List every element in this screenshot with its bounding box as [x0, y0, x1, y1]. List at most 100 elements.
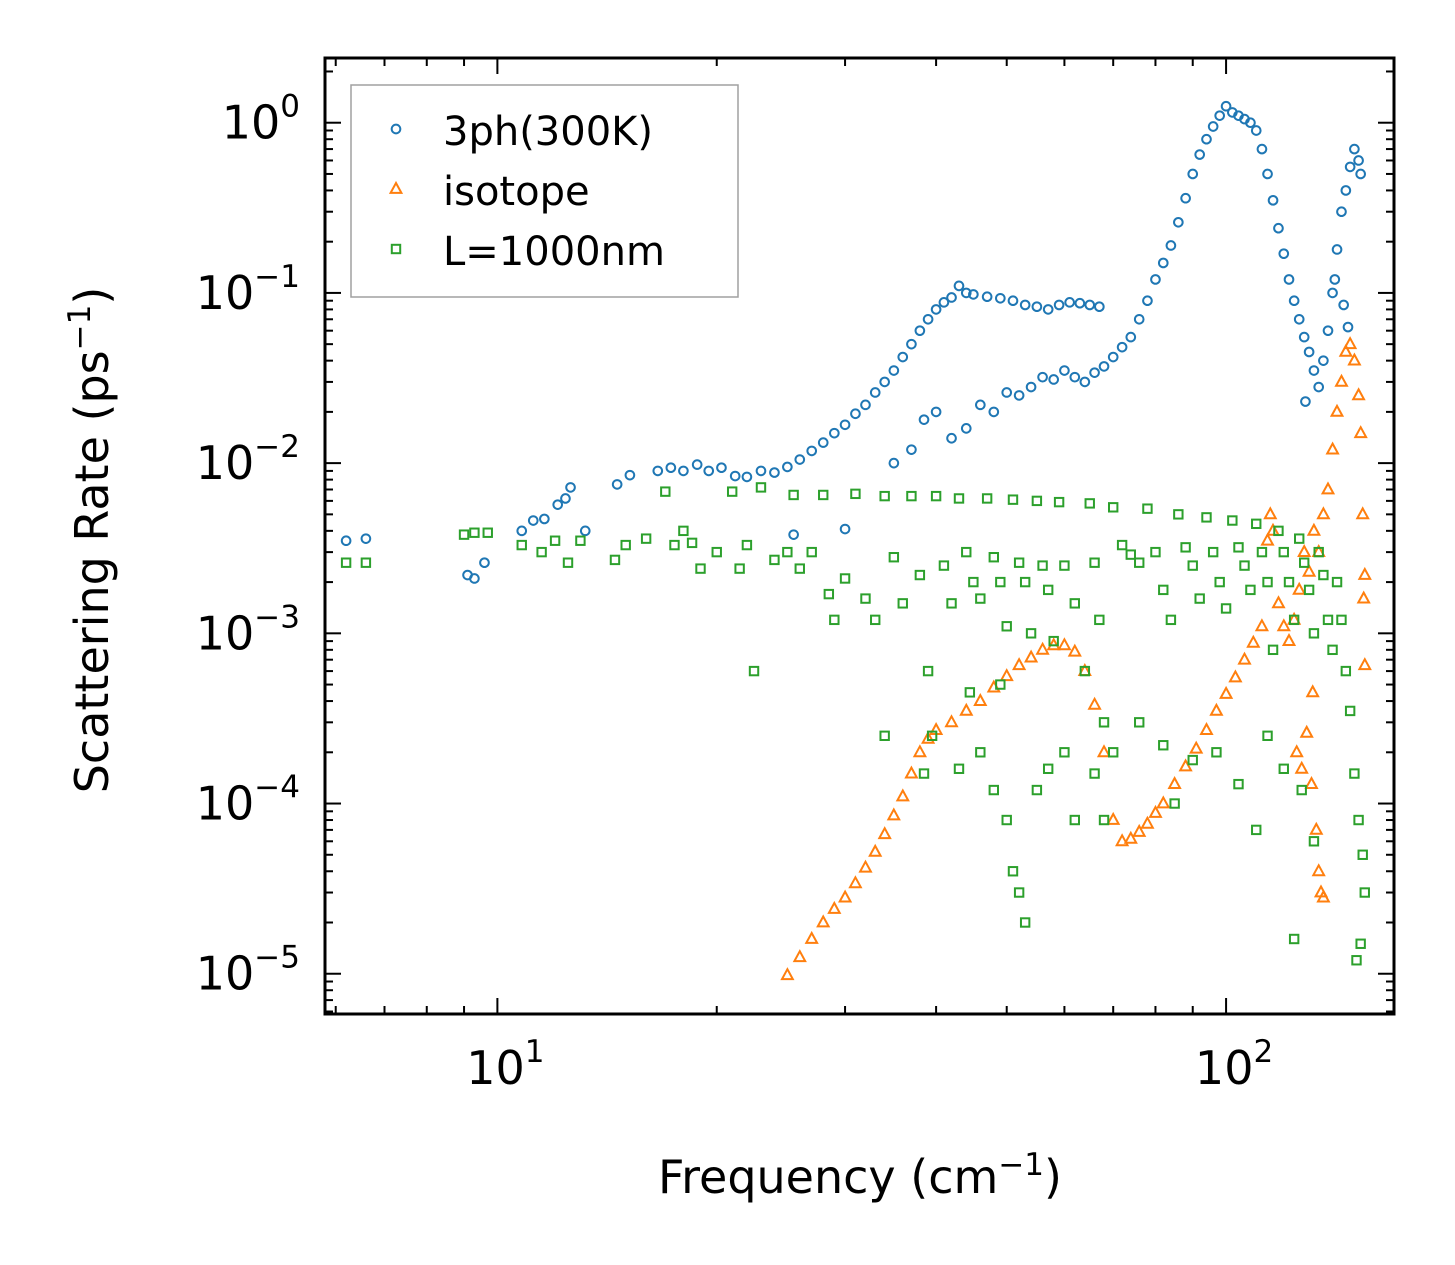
data-point [1293, 313, 1305, 325]
data-point [906, 444, 917, 455]
data-point [1178, 758, 1193, 772]
data-point [886, 807, 901, 821]
data-point [516, 539, 527, 551]
data-point [1353, 425, 1368, 439]
data-point [360, 533, 372, 544]
data-point [1344, 705, 1356, 717]
data-point [1007, 866, 1019, 877]
data-point [988, 784, 999, 796]
data-point [1267, 644, 1279, 656]
data-point [806, 546, 817, 558]
data-point [1340, 185, 1352, 196]
data-point [839, 419, 851, 431]
data-point [741, 471, 753, 483]
data-point [1194, 149, 1206, 160]
data-point [1342, 321, 1354, 333]
data-point [552, 499, 564, 510]
data-point [1329, 274, 1341, 285]
data-point [703, 465, 715, 477]
data-point [1019, 917, 1031, 928]
data-point [549, 535, 561, 546]
legend-entries: 3ph(300K) isotope L=1000nm [388, 109, 665, 275]
data-point [1276, 618, 1291, 632]
data-point [946, 432, 957, 444]
data-point [1089, 768, 1100, 779]
data-point [906, 490, 917, 502]
data-point [1219, 685, 1234, 699]
data-point [780, 967, 795, 981]
data-point [988, 406, 1000, 418]
legend: 3ph(300K) isotope L=1000nm [350, 84, 739, 298]
data-point [1165, 614, 1177, 626]
data-point [1353, 155, 1364, 166]
data-point [1048, 635, 1059, 647]
data-point [1300, 396, 1311, 407]
data-point [968, 289, 979, 300]
legend-marker [390, 123, 402, 135]
data-point [1351, 955, 1362, 966]
data-point [1256, 143, 1268, 155]
data-point [620, 539, 631, 551]
data-point [695, 563, 706, 574]
data-point [1098, 717, 1110, 728]
data-point [1042, 763, 1054, 774]
legend-label: isotope [443, 169, 590, 215]
data-point [660, 486, 671, 497]
data-point [1098, 814, 1110, 826]
data-point [1140, 815, 1155, 829]
data-point [1169, 798, 1180, 809]
data-point [1331, 576, 1343, 588]
data-point [839, 523, 851, 535]
data-point [975, 747, 986, 758]
data-point [1001, 814, 1012, 826]
data-point [995, 679, 1006, 690]
data-point [1134, 717, 1145, 728]
data-point [918, 768, 930, 779]
data-point [914, 569, 926, 581]
series-2 [340, 482, 1370, 966]
data-point [1260, 532, 1275, 546]
data-point [469, 527, 480, 538]
data-point [1278, 248, 1290, 260]
data-point [817, 437, 829, 448]
data-point [782, 546, 793, 558]
data-point [888, 365, 900, 376]
data-point [1299, 724, 1314, 738]
data-point [868, 843, 883, 857]
data-point [340, 557, 352, 568]
data-point [1057, 637, 1072, 651]
data-point [975, 399, 986, 411]
data-point [609, 554, 621, 566]
data-point [1292, 581, 1307, 595]
data-point [1313, 546, 1324, 558]
data-point [1013, 887, 1025, 898]
data-point [1322, 614, 1334, 626]
data-point [1167, 776, 1182, 789]
data-point [953, 493, 965, 504]
data-point [479, 557, 490, 569]
data-point [988, 552, 999, 563]
data-point [1302, 563, 1317, 577]
data-point [1359, 887, 1370, 898]
data-point [960, 423, 972, 434]
data-point [755, 465, 767, 477]
data-point [1251, 824, 1262, 836]
data-point [922, 665, 934, 677]
data-point [755, 482, 767, 493]
y-tick-label: 10−3 [196, 599, 300, 660]
data-point [1069, 814, 1080, 826]
x-tick-label: 101 [466, 1034, 544, 1095]
data-point [995, 576, 1006, 588]
data-point [914, 325, 926, 336]
data-point [1320, 481, 1336, 495]
data-point [860, 593, 871, 604]
data-point [1059, 560, 1070, 571]
data-point [1173, 509, 1184, 520]
data-point [1069, 371, 1081, 383]
data-point [792, 949, 807, 963]
data-point [1237, 651, 1252, 665]
data-point [1094, 301, 1105, 313]
data-point [1305, 684, 1320, 698]
data-point [640, 533, 652, 544]
data-point [804, 930, 819, 944]
